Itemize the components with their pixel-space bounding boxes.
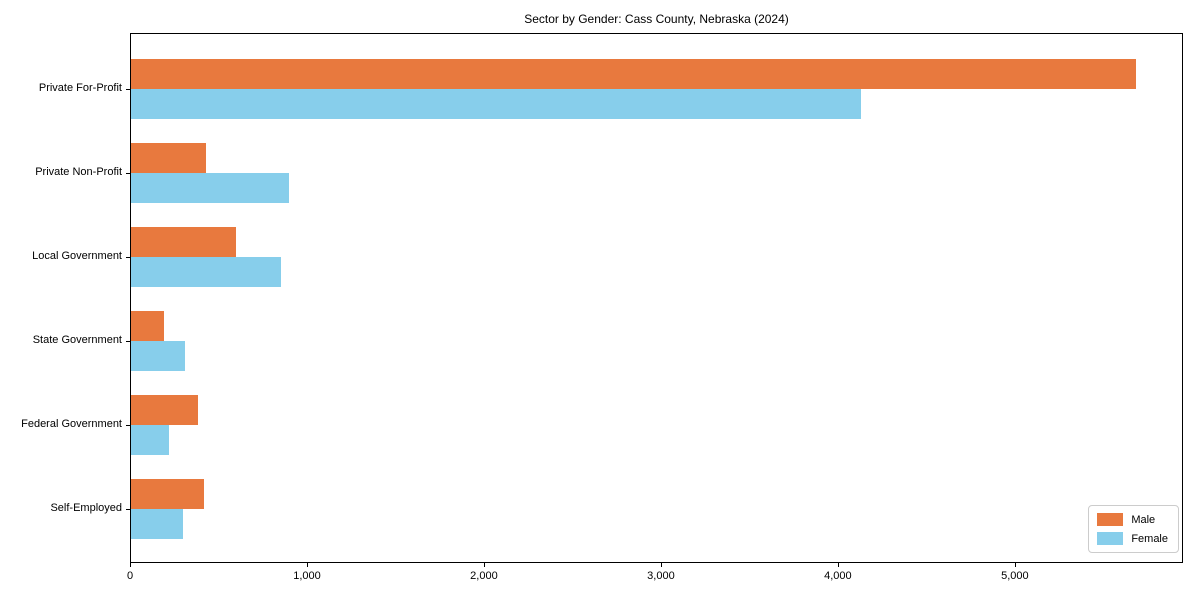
bar-female-private-for-profit <box>131 89 861 119</box>
bar-female-private-non-profit <box>131 173 289 203</box>
y-tick-label-private-non-profit: Private Non-Profit <box>35 166 122 178</box>
y-tick-self-employed <box>126 509 130 510</box>
y-tick-label-federal-government: Federal Government <box>21 418 122 430</box>
bar-male-state-government <box>131 311 164 341</box>
y-tick-label-local-government: Local Government <box>32 250 122 262</box>
legend-label-female: Female <box>1131 532 1168 545</box>
x-tick-4,000 <box>837 563 839 567</box>
bar-male-local-government <box>131 227 236 257</box>
x-tick-label-1,000: 1,000 <box>293 570 321 582</box>
y-tick-label-state-government: State Government <box>32 334 122 346</box>
x-tick-label-2,000: 2,000 <box>470 570 498 582</box>
y-tick-state-government <box>126 341 130 342</box>
legend-swatch-male-icon <box>1097 513 1124 526</box>
bar-male-self-employed <box>131 479 204 509</box>
legend-swatch-female-icon <box>1097 532 1124 545</box>
x-tick-2,000 <box>483 563 485 567</box>
y-tick-federal-government <box>126 425 130 426</box>
bar-male-private-for-profit <box>131 59 1136 89</box>
y-tick-label-self-employed: Self-Employed <box>50 502 122 514</box>
y-tick-private-non-profit <box>126 173 130 174</box>
legend-label-male: Male <box>1131 513 1156 526</box>
plot-area <box>130 33 1183 563</box>
x-tick-label-3,000: 3,000 <box>647 570 675 582</box>
legend-item-male: Male <box>1097 513 1168 526</box>
bar-male-private-non-profit <box>131 143 206 173</box>
y-tick-label-private-for-profit: Private For-Profit <box>38 82 122 94</box>
bar-female-self-employed <box>131 509 183 539</box>
y-tick-private-for-profit <box>126 89 130 90</box>
chart-title: Sector by Gender: Cass County, Nebraska … <box>524 12 789 26</box>
bar-female-federal-government <box>131 425 169 455</box>
bar-female-state-government <box>131 341 185 371</box>
bar-male-federal-government <box>131 395 198 425</box>
x-tick-5,000 <box>1014 563 1016 567</box>
x-tick-3,000 <box>660 563 662 567</box>
bar-female-local-government <box>131 257 281 287</box>
x-tick-0 <box>130 563 131 567</box>
legend-item-female: Female <box>1097 532 1168 545</box>
x-tick-label-5,000: 5,000 <box>1001 570 1029 582</box>
x-tick-1,000 <box>306 563 308 567</box>
x-tick-label-4,000: 4,000 <box>824 570 852 582</box>
y-tick-local-government <box>126 257 130 258</box>
x-tick-label-0: 0 <box>126 570 134 582</box>
legend: Male Female <box>1088 505 1179 553</box>
